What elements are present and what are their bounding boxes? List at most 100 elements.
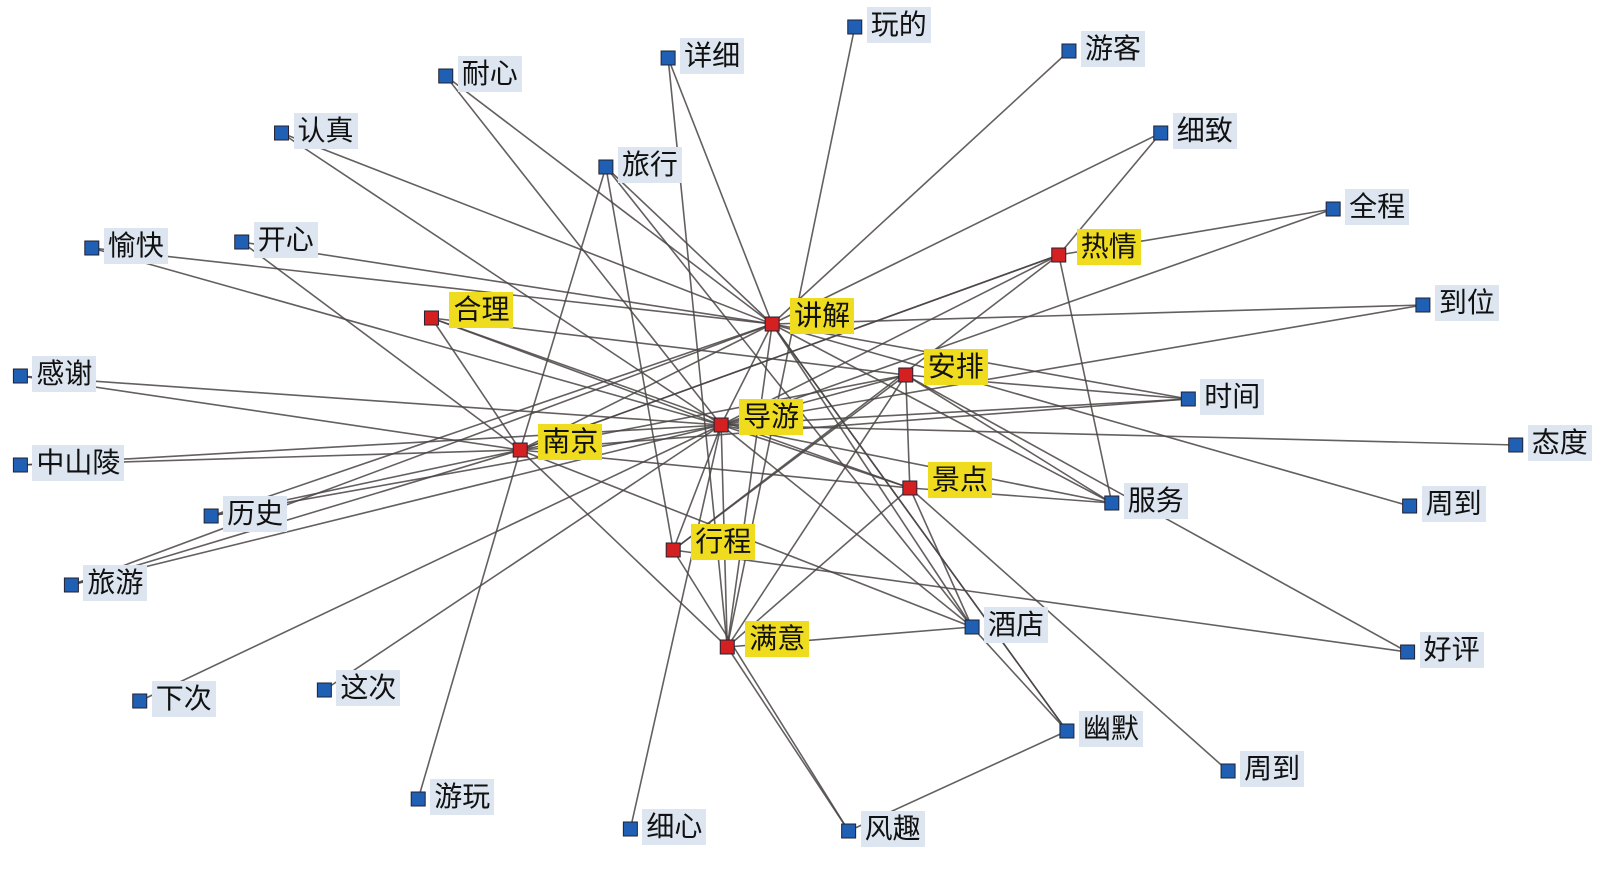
node xyxy=(660,50,676,66)
node xyxy=(1061,43,1077,59)
edge xyxy=(771,323,1410,507)
node xyxy=(274,125,290,141)
edge xyxy=(323,424,722,691)
node-label: 细致 xyxy=(1172,113,1237,149)
node xyxy=(1325,201,1341,217)
node-label: 导游 xyxy=(739,399,804,435)
node-label: 讲解 xyxy=(790,298,855,334)
node xyxy=(512,442,528,458)
node xyxy=(12,368,28,384)
node-label: 细心 xyxy=(642,809,707,845)
edge xyxy=(71,424,722,586)
edge xyxy=(672,549,850,832)
edge xyxy=(726,323,773,648)
node xyxy=(1220,763,1236,779)
edge xyxy=(605,166,773,325)
node xyxy=(1104,495,1120,511)
node-label: 幽默 xyxy=(1078,711,1143,747)
node xyxy=(234,234,250,250)
edge xyxy=(771,323,973,628)
node-label: 热情 xyxy=(1076,229,1141,265)
node-label: 安排 xyxy=(923,349,988,385)
node xyxy=(719,639,735,655)
node xyxy=(1051,247,1067,263)
edge xyxy=(971,626,1068,732)
edge xyxy=(91,247,722,426)
node-label: 开心 xyxy=(253,222,318,258)
edge xyxy=(520,398,1189,451)
edge xyxy=(91,247,773,325)
node xyxy=(902,480,918,496)
node xyxy=(622,821,638,837)
node-label: 全程 xyxy=(1345,189,1410,225)
edge xyxy=(139,424,722,702)
node xyxy=(1402,498,1418,514)
edge xyxy=(771,132,1162,325)
edge xyxy=(673,549,1408,653)
node-label: 满意 xyxy=(745,621,810,657)
edge xyxy=(721,304,1424,426)
edge xyxy=(519,166,607,451)
node xyxy=(598,159,614,175)
edge xyxy=(726,487,911,648)
edge xyxy=(726,646,850,832)
edge xyxy=(241,241,773,325)
edge xyxy=(720,424,973,628)
edge xyxy=(71,323,773,586)
node xyxy=(1415,297,1431,313)
edge xyxy=(720,323,773,426)
node-label: 认真 xyxy=(293,113,358,149)
node-label: 南京 xyxy=(538,424,603,460)
node-label: 时间 xyxy=(1200,379,1265,415)
node xyxy=(203,508,219,524)
edge xyxy=(720,254,1060,426)
edge xyxy=(772,304,1423,325)
node-label: 下次 xyxy=(151,681,216,717)
edge xyxy=(771,323,1068,732)
node-label: 周到 xyxy=(1240,751,1305,787)
edge xyxy=(210,323,773,517)
node xyxy=(847,19,863,35)
edge xyxy=(281,132,722,426)
edge xyxy=(605,166,973,628)
node xyxy=(1400,644,1416,660)
node xyxy=(713,417,729,433)
edge xyxy=(431,317,722,426)
edge xyxy=(672,424,722,551)
edge xyxy=(720,424,1112,504)
edge xyxy=(281,132,773,325)
node xyxy=(1059,723,1075,739)
node-label: 游玩 xyxy=(430,779,495,815)
node xyxy=(964,619,980,635)
node-label: 酒店 xyxy=(984,607,1049,643)
node-label: 感谢 xyxy=(32,356,97,392)
edge xyxy=(605,166,674,551)
edge xyxy=(431,317,911,489)
edge xyxy=(445,75,773,325)
edge xyxy=(904,374,911,489)
edge xyxy=(20,375,722,426)
edge xyxy=(430,317,521,451)
edge xyxy=(771,50,1070,325)
node-label: 旅行 xyxy=(617,147,682,183)
node-label: 周到 xyxy=(1421,486,1486,522)
edge xyxy=(20,424,722,466)
node xyxy=(132,693,148,709)
node-label: 好评 xyxy=(1419,632,1484,668)
node-label: 态度 xyxy=(1527,425,1592,461)
edge xyxy=(20,375,521,451)
node-label: 行程 xyxy=(691,524,756,560)
node xyxy=(665,542,681,558)
node-label: 愉快 xyxy=(103,228,168,264)
edge xyxy=(519,254,1060,451)
node xyxy=(410,791,426,807)
node xyxy=(84,240,100,256)
node xyxy=(1153,125,1169,141)
edge xyxy=(905,374,1113,504)
node xyxy=(1508,437,1524,453)
edge xyxy=(519,449,728,648)
edge xyxy=(721,424,1516,446)
